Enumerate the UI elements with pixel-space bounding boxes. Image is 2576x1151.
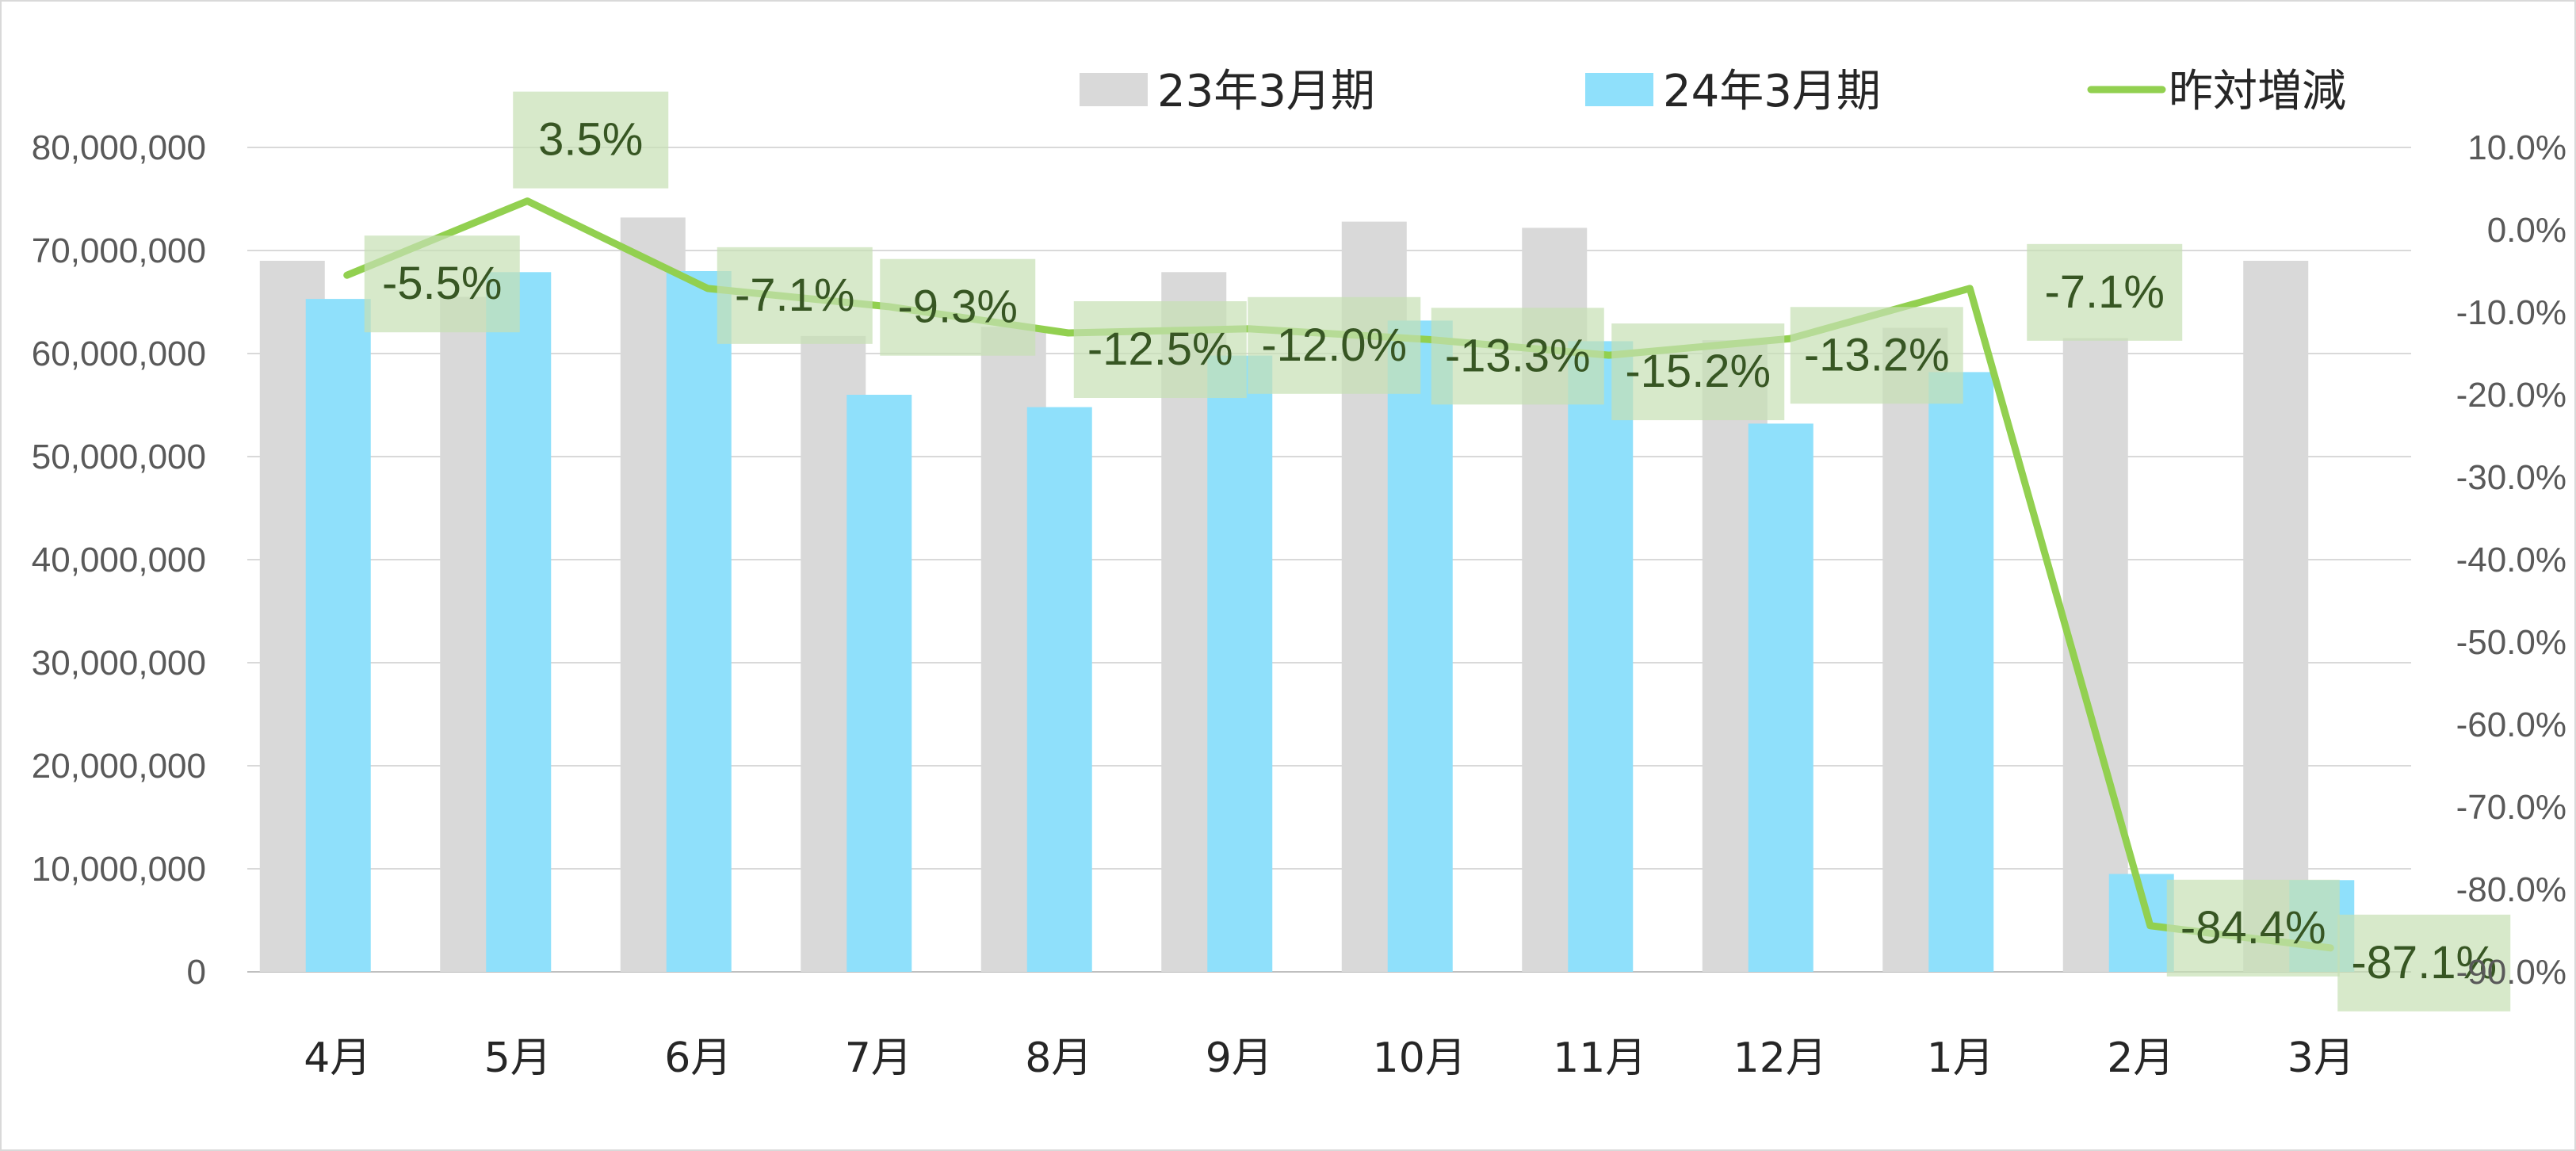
- data-label: -84.4%: [2180, 902, 2326, 954]
- data-label: -87.1%: [2351, 937, 2497, 988]
- bar-24: [1207, 355, 1273, 973]
- legend: 23年3月期 24年3月期 昨対増減: [1080, 66, 2346, 117]
- data-label: -5.5%: [382, 258, 503, 309]
- bar-24: [1026, 407, 1092, 972]
- data-label: -7.1%: [735, 270, 855, 321]
- x-axis: 4月 5月 6月 7月 8月 9月 10月 11月 12月 1月 2月 3月: [304, 1034, 2355, 1082]
- y-axis-right: 10.0% 0.0% -10.0% -20.0% -30.0% -40.0% -50.0% -…: [2456, 128, 2566, 992]
- y-left-tick-label: 60,000,000: [32, 335, 206, 373]
- bar-24: [1387, 320, 1453, 972]
- x-category-label: 9月: [1206, 1034, 1273, 1082]
- y-left-tick-label: 30,000,000: [32, 644, 206, 683]
- y-right-tick-label: -10.0%: [2456, 293, 2566, 332]
- legend-entry: 昨対増減: [2169, 66, 2346, 117]
- x-category-label: 5月: [484, 1034, 552, 1082]
- x-category-label: 1月: [1927, 1034, 1994, 1082]
- y-left-tick-label: 0: [187, 953, 206, 992]
- bar-23: [2243, 261, 2309, 972]
- x-category-label: 7月: [845, 1034, 912, 1082]
- data-labels: -5.5% 3.5% -7.1% -9.3% -12.5% -12.0% -13.3% -15…: [364, 91, 2511, 1011]
- data-label-box: [880, 258, 1036, 356]
- data-label: -9.3%: [897, 281, 1018, 333]
- y-right-tick-label: -80.0%: [2456, 870, 2566, 909]
- legend-swatch: [1080, 73, 1148, 106]
- x-category-label: 3月: [2287, 1034, 2355, 1082]
- data-label: -13.3%: [1445, 330, 1591, 381]
- bar-24: [1928, 372, 1994, 972]
- data-label: -15.2%: [1625, 346, 1771, 397]
- data-label-box: [2337, 914, 2511, 1011]
- data-label-box: [513, 91, 669, 189]
- y-right-tick-label: -70.0%: [2456, 788, 2566, 827]
- y-right-tick-label: -30.0%: [2456, 458, 2566, 497]
- y-right-tick-label: -20.0%: [2456, 376, 2566, 415]
- y-right-tick-label: -60.0%: [2456, 706, 2566, 744]
- y-right-tick-label: 10.0%: [2467, 128, 2566, 167]
- data-label-box: [364, 235, 520, 333]
- y-axis-left: 80,000,000 70,000,000 60,000,000 50,000,000…: [32, 128, 206, 992]
- y-right-tick-label: -50.0%: [2456, 623, 2566, 662]
- bar-24: [1748, 423, 1814, 972]
- data-label-box: [2166, 879, 2340, 977]
- y-left-tick-label: 70,000,000: [32, 231, 206, 270]
- data-label: -12.5%: [1087, 323, 1233, 375]
- legend-swatch: [1585, 73, 1653, 106]
- data-label-box: [2027, 243, 2183, 341]
- gridlines: [247, 147, 2411, 973]
- data-label: -12.0%: [1261, 319, 1407, 371]
- bar-24: [666, 271, 732, 972]
- x-category-label: 11月: [1553, 1034, 1646, 1082]
- data-label-box: [1248, 296, 1421, 394]
- bar-24: [1568, 341, 1634, 972]
- y-left-tick-label: 20,000,000: [32, 747, 206, 786]
- bar-24: [486, 272, 552, 972]
- data-label-box: [717, 247, 873, 344]
- y-left-tick-label: 40,000,000: [32, 541, 206, 579]
- x-category-label: 6月: [664, 1034, 732, 1082]
- x-category-label: 12月: [1733, 1034, 1827, 1082]
- x-category-label: 2月: [2107, 1034, 2174, 1082]
- x-category-label: 4月: [304, 1034, 371, 1082]
- x-category-label: 10月: [1373, 1034, 1466, 1082]
- y-right-tick-label: -40.0%: [2456, 541, 2566, 579]
- x-category-label: 8月: [1025, 1034, 1092, 1082]
- bar-24: [847, 395, 912, 972]
- data-label-box: [1611, 323, 1785, 421]
- data-label-box: [1790, 307, 1963, 404]
- data-label: -7.1%: [2044, 266, 2165, 318]
- data-label-box: [1073, 301, 1247, 398]
- legend-entry: 24年3月期: [1663, 66, 1881, 117]
- y-left-tick-label: 80,000,000: [32, 128, 206, 167]
- data-label: 3.5%: [538, 114, 643, 166]
- y-right-tick-label: 0.0%: [2487, 211, 2566, 250]
- legend-entry: 23年3月期: [1157, 66, 1375, 117]
- data-label: -13.2%: [1804, 329, 1950, 380]
- y-right-tick-label: -90.0%: [2456, 953, 2566, 992]
- y-left-tick-label: 10,000,000: [32, 850, 206, 889]
- data-label-box: [1431, 308, 1604, 405]
- bar-24: [305, 299, 371, 973]
- y-left-tick-label: 50,000,000: [32, 438, 206, 476]
- bars: [259, 217, 2355, 973]
